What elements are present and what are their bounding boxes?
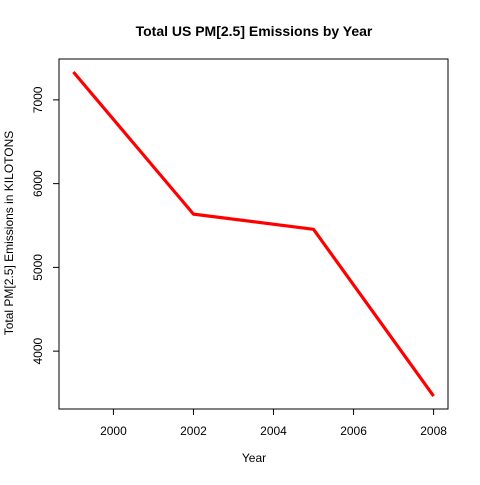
y-tick-label: 5000 (31, 254, 45, 281)
x-tick-label: 2008 (420, 424, 447, 438)
x-tick-label: 2006 (340, 424, 367, 438)
chart-title: Total US PM[2.5] Emissions by Year (136, 23, 373, 39)
plot-frame (58, 58, 449, 410)
series-line (72, 70, 435, 397)
y-axis: 4000 5000 6000 7000 (31, 86, 59, 364)
y-tick-label: 6000 (31, 170, 45, 197)
x-tick-label: 2002 (180, 424, 207, 438)
series-layer (72, 70, 435, 397)
y-tick-label: 7000 (31, 86, 45, 113)
y-tick-label: 4000 (31, 337, 45, 364)
x-tick-label: 2004 (260, 424, 287, 438)
x-axis: 2000 2002 2004 2006 2008 (100, 409, 447, 438)
x-axis-label: Year (242, 451, 266, 465)
y-axis-label: Total PM[2.5] Emissions in KILOTONS (2, 131, 16, 336)
x-tick-label: 2000 (100, 424, 127, 438)
